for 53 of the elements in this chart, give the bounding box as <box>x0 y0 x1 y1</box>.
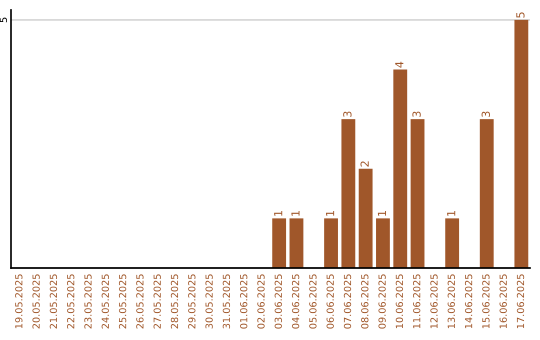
bar <box>393 70 408 268</box>
bar <box>410 119 424 268</box>
bar <box>324 218 338 268</box>
x-tick-label: 01.06.2025 <box>240 274 248 329</box>
x-tick-label: 09.06.2025 <box>378 274 386 329</box>
x-tick-label: 21.05.2025 <box>50 274 58 329</box>
x-tick-label: 23.05.2025 <box>84 274 92 329</box>
x-tick-label: 25.05.2025 <box>118 274 126 329</box>
x-tick-label: 11.06.2025 <box>413 274 420 328</box>
data-label: 1 <box>447 210 456 216</box>
x-tick-label: 14.06.2025 <box>464 274 472 328</box>
x-tick-label: 02.06.2025 <box>257 274 265 329</box>
bar <box>376 218 390 268</box>
x-tick-label: 06.06.2025 <box>326 274 334 329</box>
x-tick-label: 27.05.2025 <box>154 274 161 329</box>
x-tick-label: 28.05.2025 <box>170 274 178 329</box>
x-tick-label: 22.05.2025 <box>67 274 74 329</box>
data-label: 3 <box>482 112 490 117</box>
data-label: 2 <box>360 161 369 167</box>
x-tick-label: 20.05.2025 <box>32 274 40 329</box>
data-label: 3 <box>343 112 352 117</box>
data-label: 3 <box>412 112 421 117</box>
data-label: 1 <box>378 210 386 216</box>
bar <box>272 218 286 268</box>
data-label: 1 <box>291 210 300 216</box>
bar <box>514 20 528 268</box>
x-tick-label: 31.05.2025 <box>222 274 230 328</box>
x-tick-label: 03.06.2025 <box>274 274 282 329</box>
x-tick-label: 16.06.2025 <box>500 274 507 328</box>
bar <box>445 218 460 268</box>
bar <box>480 119 494 268</box>
x-tick-label: 07.06.2025 <box>344 274 352 329</box>
bar <box>358 168 373 268</box>
x-tick-label: 17.06.2025 <box>516 274 524 328</box>
data-label: 5 <box>516 12 525 18</box>
data-label: 1 <box>274 210 282 216</box>
data-label: 1 <box>326 210 334 216</box>
x-tick-label: 24.05.2025 <box>102 274 109 329</box>
x-tick-label: 10.06.2025 <box>396 274 404 328</box>
x-tick-label: 29.05.2025 <box>188 274 196 329</box>
data-label: 4 <box>395 62 404 68</box>
x-tick-label: 12.06.2025 <box>430 274 438 328</box>
x-tick-label: 05.06.2025 <box>309 274 317 329</box>
x-tick-label: 30.05.2025 <box>205 274 213 328</box>
x-tick-label: 26.05.2025 <box>136 274 144 329</box>
x-tick-label: 13.06.2025 <box>448 274 455 328</box>
bar <box>290 218 304 268</box>
ref-line-label: 5 <box>0 18 8 22</box>
x-tick-label: 04.06.2025 <box>292 274 300 329</box>
bar <box>341 119 356 268</box>
x-tick-label: 08.06.2025 <box>361 274 368 329</box>
x-tick-label: 15.06.2025 <box>482 274 490 328</box>
x-tick-label: 19.05.2025 <box>15 274 22 328</box>
